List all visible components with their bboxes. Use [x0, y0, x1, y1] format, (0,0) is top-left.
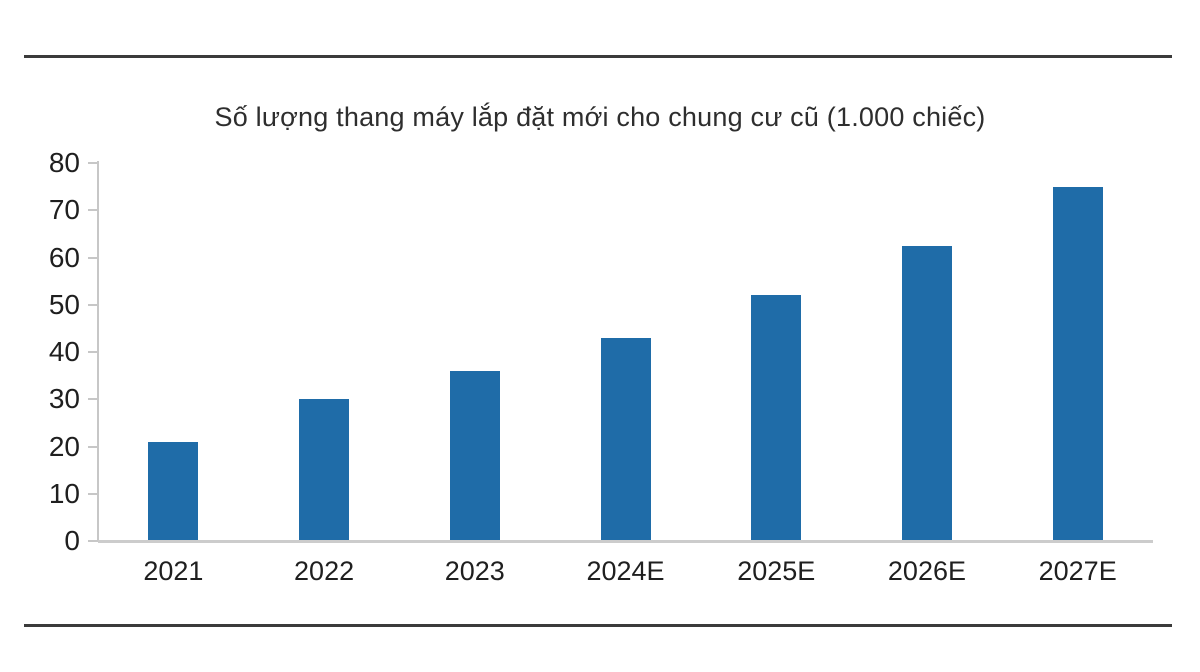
- x-axis: 2021 2022 2023 2024E 2025E 2026E 2027E: [98, 556, 1153, 587]
- y-tick-mark-50: [88, 303, 98, 306]
- y-tick-mark-30: [88, 398, 98, 401]
- y-tick-mark-0: [88, 540, 98, 542]
- y-tick-label-80: 80: [48, 147, 80, 178]
- x-tick-label-2021: 2021: [143, 556, 204, 586]
- y-tick-label-40: 40: [48, 336, 80, 367]
- top-rule: [24, 55, 1172, 58]
- bar-2024E: [600, 337, 651, 541]
- bar-slot-2024E: [550, 163, 701, 541]
- x-tick-label-2022: 2022: [294, 556, 355, 586]
- y-tick-mark-10: [88, 492, 98, 495]
- y-tick-label-60: 60: [48, 241, 80, 273]
- bar-2026E: [901, 245, 952, 541]
- x-tick-label-2023: 2023: [444, 556, 505, 586]
- y-tick-label-50: 50: [48, 288, 80, 320]
- y-tick-mark-70: [88, 209, 98, 212]
- y-tick-mark-40: [88, 351, 98, 353]
- bar-2022: [299, 399, 350, 541]
- y-tick-label-30: 30: [48, 383, 80, 415]
- x-tick-label-2025E: 2025E: [737, 556, 816, 586]
- plot-area: [98, 163, 1153, 541]
- x-axis-line: [98, 540, 1153, 543]
- y-tick-label-10: 10: [48, 477, 80, 509]
- bar-slot-2026E: [852, 163, 1003, 541]
- y-tick-label-20: 20: [48, 430, 80, 462]
- x-tick-label-2026E: 2026E: [887, 556, 966, 586]
- y-tick-mark-20: [88, 445, 98, 448]
- x-tick-label-2024E: 2024E: [586, 556, 665, 586]
- y-tick-mark-80: [88, 162, 98, 164]
- y-tick-label-0: 0: [64, 525, 80, 556]
- y-tick-mark-60: [88, 256, 98, 259]
- bar-slot-2021: [98, 163, 249, 541]
- bar-2023: [449, 370, 500, 541]
- x-tick-label-2027E: 2027E: [1038, 556, 1117, 586]
- bottom-rule: [24, 624, 1172, 627]
- bar-slot-2023: [399, 163, 550, 541]
- bar-2025E: [751, 295, 802, 541]
- chart-title: Số lượng thang máy lắp đặt mới cho chung…: [214, 102, 986, 132]
- bar-slot-2022: [249, 163, 400, 541]
- bar-slot-2025E: [701, 163, 852, 541]
- y-axis-line: [97, 161, 99, 542]
- bar-2021: [148, 441, 199, 541]
- bar-2027E: [1052, 186, 1103, 541]
- bar-slot-2027E: [1002, 163, 1153, 541]
- y-tick-label-70: 70: [48, 194, 80, 226]
